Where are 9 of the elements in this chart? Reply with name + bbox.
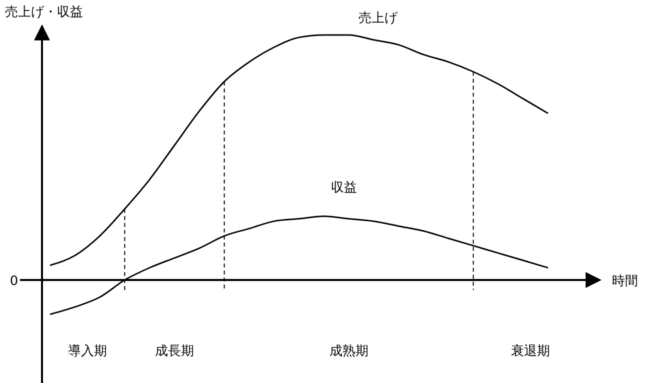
text: 衰退期 — [511, 343, 550, 359]
text: 0 — [10, 274, 18, 289]
text: 成長期 — [155, 344, 194, 359]
y-axis-title: 売上げ・収益 — [5, 5, 83, 20]
series-label: 売上げ — [358, 11, 398, 26]
text: 成熟期 — [329, 344, 368, 359]
text: 導入期 — [68, 344, 107, 359]
x-axis-title: 時間 — [612, 274, 638, 289]
series-label: 収益 — [330, 180, 357, 196]
